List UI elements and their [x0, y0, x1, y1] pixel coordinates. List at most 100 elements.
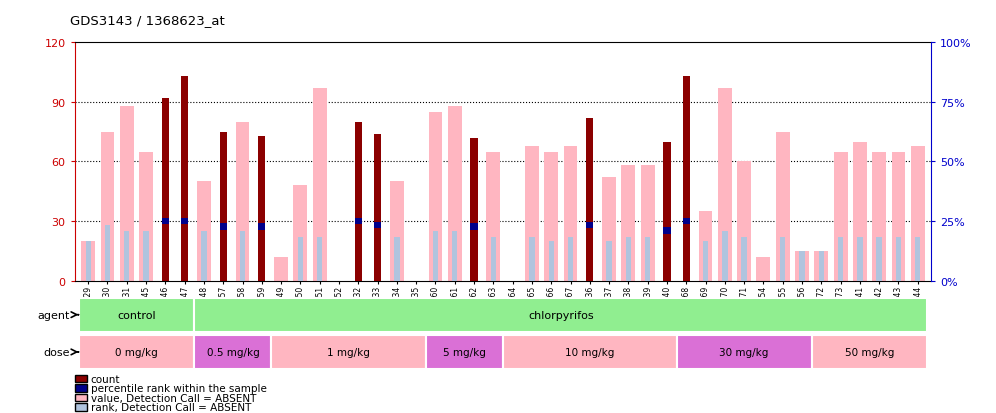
Text: 5 mg/kg: 5 mg/kg: [443, 347, 486, 357]
Bar: [219, 133, 227, 281]
Bar: [757, 257, 770, 281]
Bar: [272, 335, 426, 369]
Bar: [139, 152, 153, 281]
Bar: [834, 152, 848, 281]
Bar: [82, 241, 96, 281]
Text: 0 mg/kg: 0 mg/kg: [116, 347, 157, 357]
Text: count: count: [91, 374, 121, 384]
Bar: [79, 335, 194, 369]
Bar: [181, 218, 188, 225]
Bar: [645, 237, 650, 281]
Bar: [663, 228, 670, 235]
Bar: [722, 231, 727, 281]
Bar: [161, 99, 169, 281]
Text: dose: dose: [43, 347, 70, 357]
Bar: [355, 123, 362, 281]
Bar: [79, 298, 194, 332]
Bar: [895, 237, 901, 281]
Bar: [682, 77, 690, 281]
Bar: [452, 231, 457, 281]
Text: percentile rank within the sample: percentile rank within the sample: [91, 383, 267, 393]
Bar: [564, 146, 578, 281]
Bar: [703, 241, 708, 281]
Bar: [317, 237, 323, 281]
Bar: [910, 146, 924, 281]
Bar: [258, 136, 266, 281]
Bar: [915, 237, 920, 281]
Text: rank, Detection Call = ABSENT: rank, Detection Call = ABSENT: [91, 402, 251, 412]
Bar: [389, 182, 403, 281]
Bar: [219, 224, 227, 231]
Bar: [872, 152, 886, 281]
Bar: [741, 237, 747, 281]
Text: GDS3143 / 1368623_at: GDS3143 / 1368623_at: [70, 14, 224, 27]
Bar: [448, 107, 462, 281]
Bar: [682, 218, 690, 225]
Bar: [718, 89, 732, 281]
Bar: [838, 237, 844, 281]
Bar: [819, 251, 824, 281]
Bar: [544, 152, 558, 281]
Bar: [161, 218, 169, 225]
Bar: [549, 241, 554, 281]
Bar: [876, 237, 881, 281]
Text: 10 mg/kg: 10 mg/kg: [565, 347, 615, 357]
Bar: [812, 335, 927, 369]
Bar: [503, 335, 676, 369]
Bar: [625, 237, 631, 281]
Bar: [800, 251, 805, 281]
Text: 50 mg/kg: 50 mg/kg: [845, 347, 894, 357]
Bar: [201, 231, 206, 281]
Text: 1 mg/kg: 1 mg/kg: [328, 347, 371, 357]
Bar: [776, 133, 790, 281]
Bar: [194, 335, 272, 369]
Bar: [491, 237, 496, 281]
Bar: [676, 335, 812, 369]
Bar: [274, 257, 288, 281]
Text: agent: agent: [37, 310, 70, 320]
Bar: [698, 211, 712, 281]
Bar: [426, 335, 503, 369]
Bar: [143, 231, 148, 281]
Bar: [663, 142, 670, 281]
Bar: [432, 231, 438, 281]
Bar: [470, 224, 478, 231]
Bar: [891, 152, 905, 281]
Text: control: control: [118, 310, 155, 320]
Bar: [737, 162, 751, 281]
Bar: [240, 231, 245, 281]
Bar: [105, 225, 111, 281]
Bar: [86, 241, 91, 281]
Bar: [355, 218, 362, 225]
Bar: [529, 237, 535, 281]
Bar: [124, 231, 129, 281]
Bar: [236, 123, 249, 281]
Bar: [294, 186, 308, 281]
Bar: [795, 251, 809, 281]
Bar: [197, 182, 211, 281]
Bar: [525, 146, 539, 281]
Text: 30 mg/kg: 30 mg/kg: [719, 347, 769, 357]
Bar: [780, 237, 786, 281]
Bar: [374, 134, 381, 281]
Bar: [486, 152, 500, 281]
Bar: [568, 237, 574, 281]
Bar: [181, 77, 188, 281]
Bar: [470, 138, 478, 281]
Bar: [313, 89, 327, 281]
Bar: [815, 251, 829, 281]
Bar: [258, 224, 266, 231]
Bar: [374, 222, 381, 229]
Bar: [622, 166, 635, 281]
Bar: [853, 142, 867, 281]
Bar: [428, 113, 442, 281]
Bar: [298, 237, 303, 281]
Bar: [858, 237, 863, 281]
Bar: [586, 119, 594, 281]
Bar: [607, 241, 612, 281]
Bar: [603, 178, 617, 281]
Text: value, Detection Call = ABSENT: value, Detection Call = ABSENT: [91, 393, 256, 403]
Text: 0.5 mg/kg: 0.5 mg/kg: [206, 347, 259, 357]
Bar: [101, 133, 115, 281]
Bar: [394, 237, 399, 281]
